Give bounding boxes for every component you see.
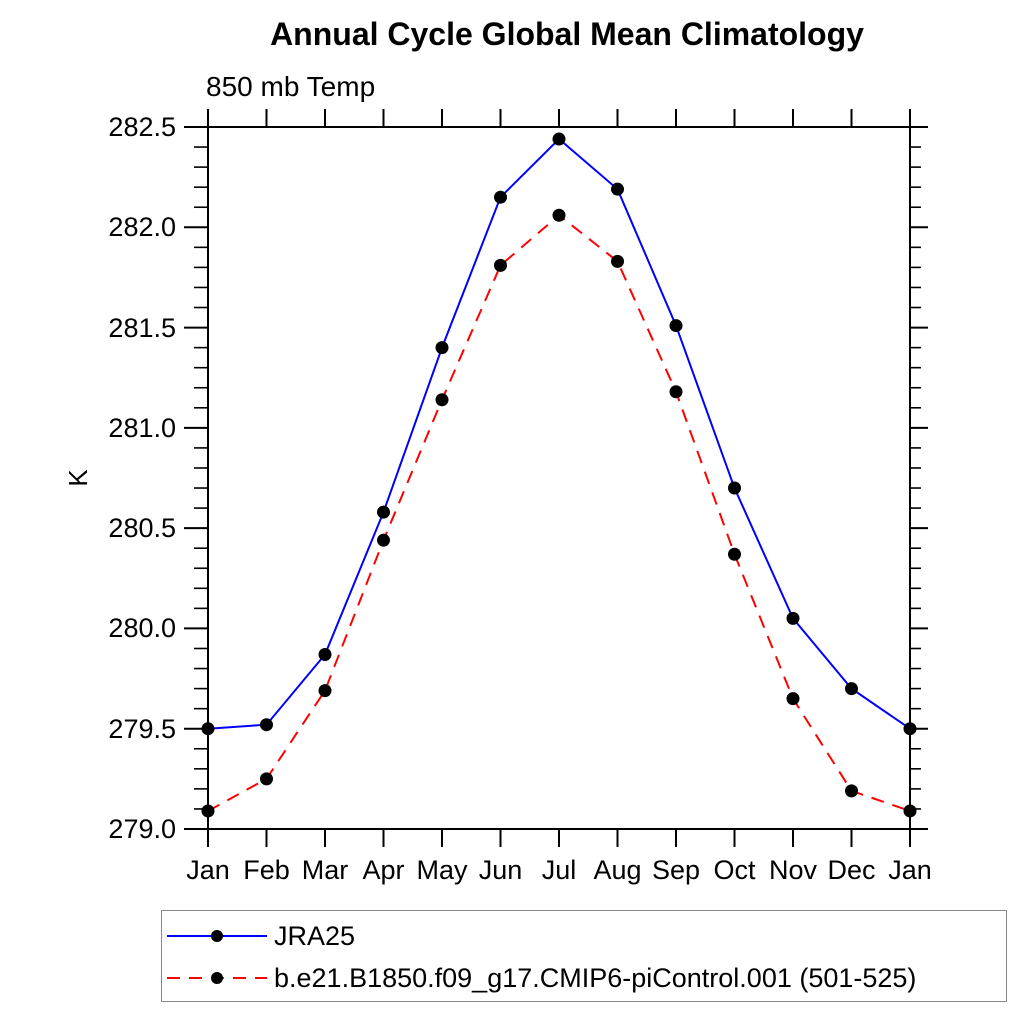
- data-point-series0-Feb: [260, 718, 273, 732]
- plot-frame: [207, 126, 911, 830]
- data-point-series1-Jul: [552, 208, 566, 222]
- data-point-series1-Feb: [260, 772, 273, 786]
- data-point-series1-Aug: [611, 254, 624, 268]
- data-point-series1-Mar: [318, 684, 332, 698]
- data-point-series0-Oct: [728, 481, 741, 495]
- x-axis-tick-label: Aug: [593, 855, 642, 885]
- legend-item-jra25: JRA25: [167, 920, 356, 951]
- y-axis-tick-label: 279.5: [108, 713, 176, 744]
- x-axis-tick-label: Jun: [478, 855, 523, 885]
- x-axis-tick-label: Nov: [768, 855, 817, 885]
- y-axis-tick-label: 281.0: [108, 412, 176, 443]
- data-point-series0-May: [435, 341, 449, 355]
- data-point-series1-Nov: [786, 692, 800, 706]
- legend-swatch-picontrol-line: [167, 972, 267, 984]
- chart-subtitle: 850 mb Temp: [206, 71, 376, 102]
- legend-label-jra25: JRA25: [274, 920, 356, 951]
- data-point-series0-Jan: [903, 722, 917, 736]
- data-point-series1-Jun: [494, 258, 507, 272]
- legend-marker-1: [211, 972, 223, 984]
- y-axis-tick-label: 279.0: [108, 814, 176, 844]
- data-point-series0-Jan: [201, 722, 215, 736]
- data-point-series1-Oct: [728, 547, 741, 561]
- x-axis-tick-label: Jul: [541, 855, 577, 885]
- legend-marker-0: [211, 930, 223, 942]
- x-axis-tick-label: Jan: [888, 855, 932, 885]
- data-point-series1-Jan: [201, 804, 215, 818]
- y-axis-tick-label: 280.5: [108, 513, 176, 544]
- x-axis-tick-label: Sep: [651, 855, 701, 885]
- data-point-series1-Jan: [903, 804, 917, 818]
- data-point-series0-Aug: [611, 182, 624, 196]
- data-point-series0-Dec: [845, 682, 858, 696]
- data-point-series0-Mar: [318, 648, 332, 662]
- legend-label-picontrol: b.e21.B1850.f09_g17.CMIP6-piControl.001 …: [274, 962, 917, 993]
- data-point-series1-Dec: [845, 784, 858, 798]
- x-axis-tick-label: Jan: [186, 855, 230, 885]
- x-axis-tick-label: May: [416, 855, 468, 885]
- y-axis-tick-label: 280.0: [108, 613, 176, 644]
- x-axis-tick-label: Dec: [827, 855, 876, 885]
- legend-item-picontrol: b.e21.B1850.f09_g17.CMIP6-piControl.001 …: [167, 962, 917, 993]
- data-point-series1-May: [435, 393, 449, 407]
- legend: JRA25 b.e21.B1850.f09_g17.CMIP6-piContro…: [161, 910, 1007, 1002]
- legend-swatch-jra25-line: [167, 930, 267, 942]
- chart-title: Annual Cycle Global Mean Climatology: [270, 16, 864, 52]
- data-point-series0-Nov: [786, 611, 800, 625]
- y-axis-tick-label: 282.5: [108, 112, 176, 142]
- y-axis-tick-label: 282.0: [108, 212, 176, 243]
- data-point-series1-Apr: [377, 533, 390, 547]
- data-point-series0-Apr: [377, 505, 390, 519]
- x-axis-tick-label: Apr: [362, 855, 405, 885]
- x-axis-tick-label: Oct: [713, 855, 756, 885]
- series-line-0: [207, 137, 911, 730]
- series-line-1: [207, 213, 911, 812]
- y-axis-tick-label: 281.5: [108, 312, 176, 343]
- x-axis-tick-label: Feb: [243, 855, 290, 885]
- data-point-series0-Jul: [552, 132, 566, 146]
- x-axis-tick-label: Mar: [301, 855, 349, 885]
- data-point-series0-Jun: [494, 190, 507, 204]
- data-point-series0-Sep: [669, 319, 683, 333]
- data-point-series1-Sep: [669, 385, 683, 399]
